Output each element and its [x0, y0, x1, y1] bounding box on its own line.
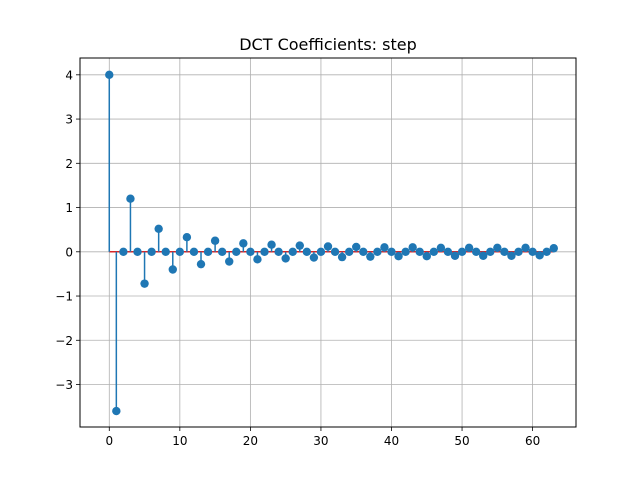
stem-marker [507, 251, 516, 260]
stem-marker [316, 247, 326, 256]
plot-frame [79, 57, 577, 428]
stem-marker [500, 247, 509, 256]
y-tick-label: 4 [65, 68, 73, 82]
x-tick-label: 10 [172, 434, 187, 448]
y-tick-label: −1 [55, 290, 73, 304]
stem-marker [239, 239, 248, 248]
stem-marker [521, 243, 530, 253]
stem-marker [464, 243, 474, 253]
stem-marker [450, 251, 460, 260]
y-tick-label: 1 [65, 201, 73, 215]
stem-marker [352, 242, 361, 252]
stem-marker [196, 259, 206, 269]
stem-marker [309, 253, 319, 262]
stem-marker [260, 247, 269, 256]
y-tick-label: 3 [65, 113, 73, 127]
stem-marker [295, 241, 304, 250]
stem-marker [161, 247, 170, 256]
stem-marker [140, 279, 149, 288]
stem-marker [147, 247, 156, 256]
stem-marker [471, 247, 481, 256]
y-axis-ticks: 4 3 2 1 0 −1 −2 −3 [55, 68, 80, 392]
stem-marker [253, 255, 262, 264]
stem-marker [542, 247, 551, 256]
stem-marker [105, 70, 114, 80]
stem-marker [323, 242, 333, 251]
stem-marker [330, 247, 340, 256]
stem-marker [133, 247, 142, 256]
stem-marker [267, 240, 276, 249]
stem-marker [246, 247, 255, 256]
stem-marker [274, 247, 283, 256]
stem-marker [528, 247, 537, 256]
stem-marker [549, 244, 558, 253]
stem-marker [387, 247, 396, 256]
stem-marker [373, 247, 382, 256]
stem-marker [126, 194, 135, 203]
chart-title: DCT Coefficients: step [239, 35, 417, 54]
stem-marker [415, 247, 424, 256]
stem-marker [281, 254, 290, 263]
stem-marker [302, 247, 312, 256]
y-tick-label: 0 [65, 245, 73, 259]
stem-marker [182, 232, 192, 242]
stem-marker [232, 247, 241, 256]
stem-marker [217, 247, 227, 256]
stem-marker [112, 406, 121, 416]
stem-marker [401, 247, 410, 256]
x-tick-label: 60 [525, 434, 540, 448]
stem-marker [486, 247, 495, 256]
stem-marker [493, 243, 502, 253]
stem-marker [168, 265, 177, 274]
x-axis-ticks: 0 10 20 30 40 50 60 [105, 427, 540, 448]
y-tick-label: −2 [55, 334, 73, 348]
stem-marker [189, 247, 199, 256]
stem-marker [359, 247, 368, 256]
stem-marker [429, 247, 439, 256]
stem-lines [108, 74, 555, 412]
stem-marker [119, 247, 128, 256]
stem-marker [210, 236, 220, 245]
stem-marker [337, 252, 347, 262]
stem-marker [175, 247, 185, 256]
stem-markers [105, 70, 558, 416]
y-tick-label: 2 [65, 157, 73, 171]
stem-marker [479, 251, 488, 260]
stem-marker [408, 243, 417, 252]
stem-marker [514, 247, 523, 256]
x-tick-label: 0 [105, 434, 113, 448]
stem-marker [422, 252, 431, 261]
y-tick-label: −3 [55, 378, 73, 392]
stem-marker [203, 247, 213, 256]
x-tick-label: 20 [243, 434, 258, 448]
stem-marker [457, 247, 467, 256]
stem-marker [380, 243, 389, 252]
stem-marker [288, 247, 297, 256]
x-tick-label: 40 [384, 434, 399, 448]
stem-marker [366, 252, 375, 261]
stem-marker [443, 247, 453, 256]
stem-marker [436, 243, 446, 253]
stem-marker [225, 257, 234, 266]
stem-marker [154, 224, 163, 233]
x-tick-label: 30 [313, 434, 328, 448]
stem-marker [394, 252, 403, 261]
stem-marker [535, 251, 544, 260]
x-tick-label: 50 [454, 434, 469, 448]
stem-marker [344, 247, 354, 256]
